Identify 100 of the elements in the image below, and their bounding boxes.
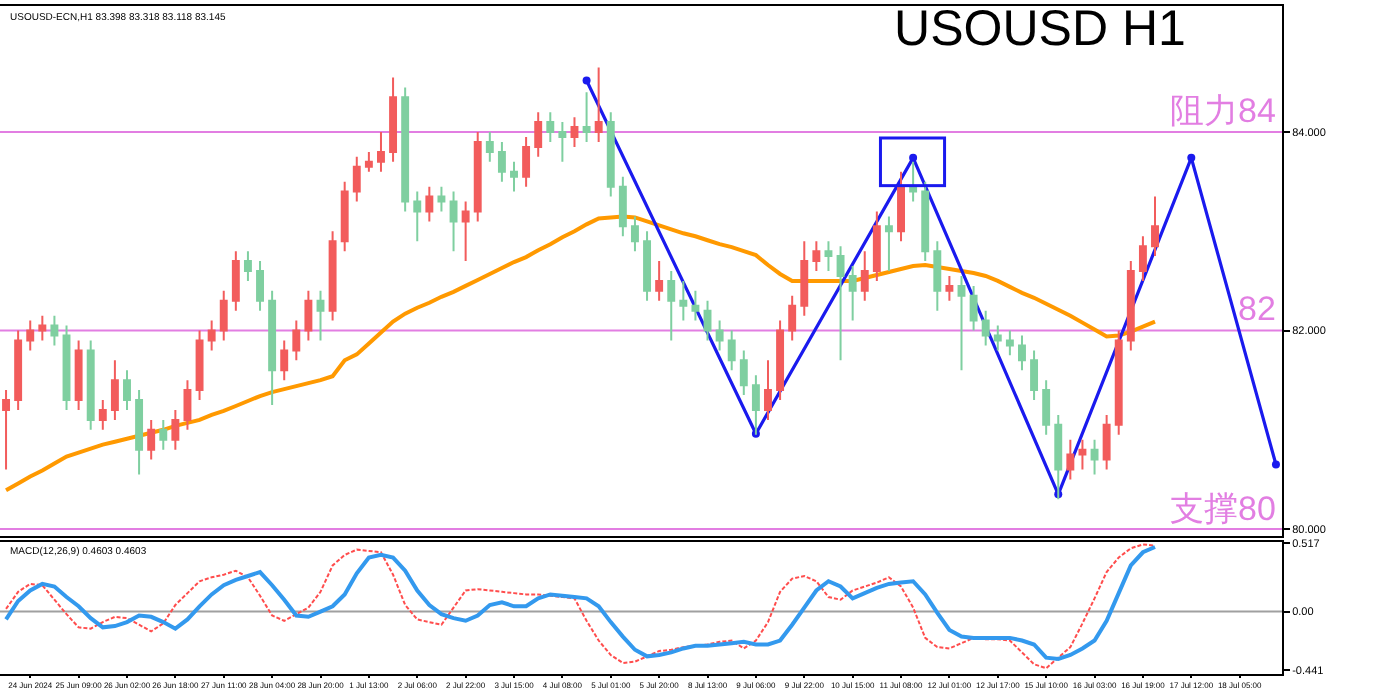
candlestick: [74, 339, 83, 411]
candlestick: [1126, 260, 1135, 352]
candlestick: [497, 140, 506, 183]
candlestick: [1102, 413, 1111, 471]
candlestick: [1005, 329, 1014, 357]
candlestick: [1151, 195, 1159, 258]
candlestick: [364, 150, 373, 173]
candlestick: [800, 240, 809, 317]
candlestick: [243, 250, 252, 282]
candlestick: [377, 131, 385, 173]
candlestick: [606, 111, 615, 198]
chart-title: USOUSD H1: [894, 1, 1186, 57]
candlestick: [872, 210, 881, 282]
candlestick: [993, 324, 1002, 352]
candlestick: [292, 319, 301, 362]
candlestick: [510, 160, 518, 193]
candlestick: [473, 131, 482, 223]
candlestick: [14, 329, 23, 411]
candlestick: [1018, 334, 1026, 372]
candlestick: [921, 180, 930, 263]
candlestick: [667, 270, 676, 342]
point: [1271, 460, 1280, 469]
candlestick: [147, 418, 156, 461]
candlestick: [836, 245, 845, 362]
candlestick: [1090, 438, 1099, 476]
candlestick: [219, 289, 228, 342]
point: [582, 76, 591, 85]
candlestick: [38, 314, 47, 342]
candlestick: [727, 329, 736, 372]
candlestick: [715, 319, 724, 352]
candlestick: [304, 289, 313, 342]
candlestick: [788, 294, 797, 342]
candlestick: [449, 190, 458, 253]
candlestick: [401, 86, 410, 213]
candlestick: [884, 215, 893, 272]
candlestick: [280, 339, 289, 382]
candlestick: [630, 215, 639, 253]
candlestick: [691, 289, 700, 322]
candlestick: [582, 91, 591, 143]
candlestick: [98, 399, 107, 431]
point: [1187, 153, 1196, 162]
candlestick: [231, 250, 240, 312]
candlestick: [413, 190, 422, 243]
candlestick: [268, 289, 277, 406]
candlestick: [558, 121, 567, 163]
candlestick: [534, 111, 543, 158]
candlestick: [485, 131, 494, 163]
candlestick: [195, 329, 204, 402]
candlestick: [848, 265, 857, 322]
candlestick: [522, 136, 531, 188]
candlestick: [1042, 379, 1051, 436]
candlestick: [437, 185, 446, 213]
candlestick: [340, 180, 349, 253]
point: [909, 153, 918, 162]
candlestick: [1114, 329, 1123, 436]
candlestick: [159, 418, 168, 451]
ref-line-label: 支撑80: [1170, 490, 1276, 528]
candlestick: [86, 339, 95, 431]
candlestick: [316, 289, 325, 342]
candlestick: [860, 250, 869, 302]
candlestick: [461, 200, 470, 263]
candlestick: [546, 111, 555, 143]
candlestick: [50, 314, 59, 347]
candlestick: [26, 319, 35, 352]
candlestick: [594, 66, 603, 143]
line-series: [4, 214, 1157, 493]
candlestick: [328, 230, 337, 322]
candlestick: [1066, 438, 1075, 481]
ref-line-label: 阻力84: [1170, 92, 1276, 130]
candlestick: [1030, 349, 1039, 402]
candlestick: [764, 359, 772, 421]
ref-line-label: 82: [1238, 290, 1276, 328]
candlestick: [352, 155, 361, 203]
candlestick: [945, 274, 954, 302]
candlestick: [981, 309, 990, 347]
candlestick: [110, 359, 119, 421]
candlestick: [389, 76, 398, 163]
candlestick: [570, 116, 579, 148]
candlestick: [969, 284, 978, 332]
candlestick: [776, 319, 785, 402]
candlestick: [679, 279, 688, 322]
candlestick: [207, 319, 216, 352]
candlestick: [933, 240, 942, 312]
candlestick: [183, 379, 192, 431]
candlestick: [897, 170, 905, 243]
candlestick: [703, 299, 712, 342]
candlestick: [123, 369, 131, 411]
candlestick: [824, 240, 833, 272]
candlestick: [812, 240, 821, 272]
candlestick: [256, 260, 264, 312]
candlestick: [739, 349, 748, 397]
candlestick: [135, 389, 144, 476]
candlestick: [1078, 438, 1087, 471]
candlestick: [643, 230, 652, 302]
candlestick: [957, 274, 966, 372]
candlestick: [1138, 235, 1147, 282]
candlestick: [171, 408, 180, 451]
candlestick: [62, 324, 71, 411]
candlestick: [425, 185, 434, 223]
candlestick: [2, 389, 11, 471]
